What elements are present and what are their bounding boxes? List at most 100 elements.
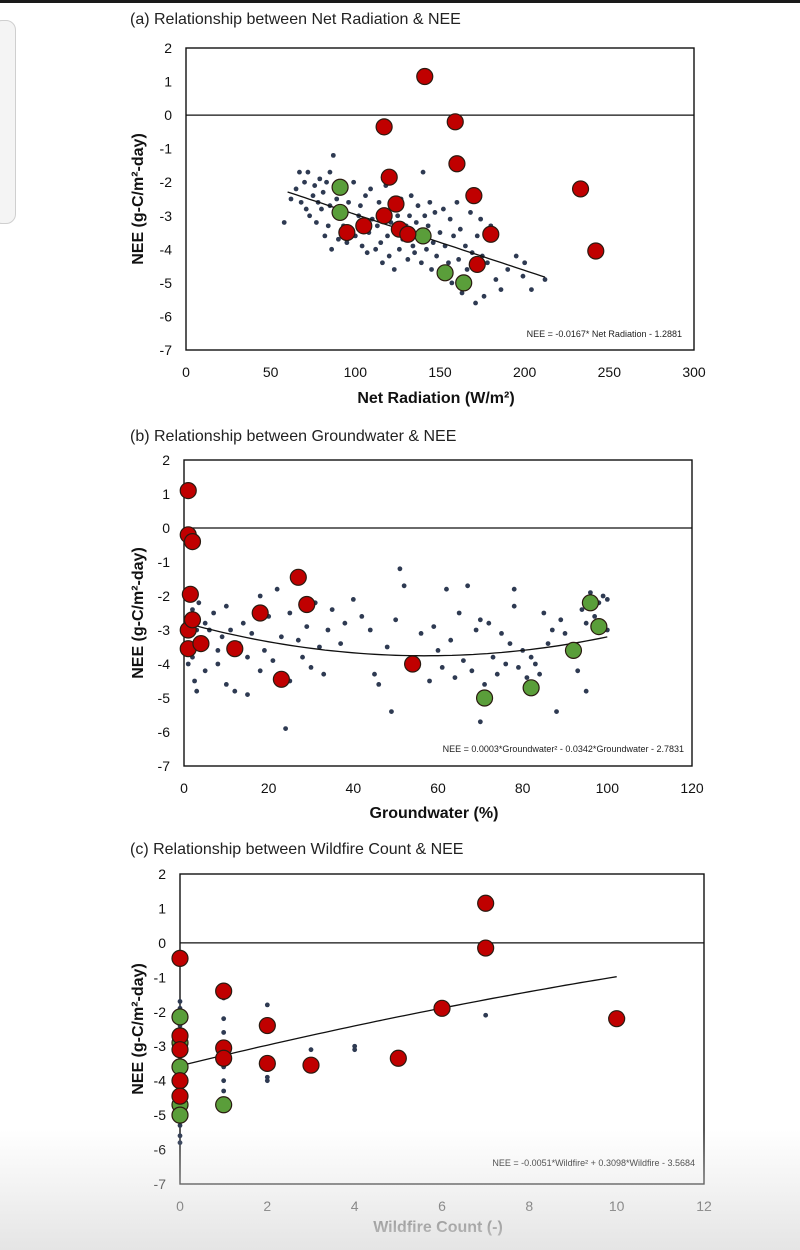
data-point (465, 583, 471, 589)
data-point (516, 665, 521, 670)
red-point (399, 225, 417, 243)
data-point (364, 250, 370, 256)
data-point (447, 216, 453, 222)
data-point (407, 213, 412, 219)
chart-title: (a) Relationship between Net Radiation &… (130, 11, 461, 28)
data-point (415, 203, 421, 209)
y-tick-label: -7 (158, 758, 171, 774)
green-point (436, 264, 454, 282)
data-point (342, 620, 348, 626)
data-point (481, 293, 487, 299)
data-point (604, 597, 610, 602)
fit-line (179, 976, 617, 1067)
data-point (367, 627, 373, 633)
data-point (308, 1047, 314, 1053)
y-tick-label: -4 (160, 241, 173, 257)
data-point (378, 240, 384, 246)
data-point (215, 661, 221, 667)
data-point (401, 583, 407, 589)
x-axis-title: Groundwater (%) (370, 805, 499, 822)
green-point (522, 679, 540, 697)
data-point (380, 260, 385, 266)
x-tick-label: 8 (525, 1198, 533, 1214)
data-point (474, 233, 480, 239)
data-point (494, 671, 500, 677)
y-tick-label: -7 (154, 1176, 167, 1192)
x-tick-label: 10 (609, 1198, 625, 1214)
data-point (293, 186, 299, 192)
y-tick-label: -3 (158, 622, 171, 638)
x-tick-label: 60 (430, 780, 446, 796)
data-point (537, 671, 542, 677)
data-point (368, 186, 373, 192)
red-point (289, 568, 307, 586)
data-point (437, 230, 443, 235)
x-tick-label: 200 (513, 364, 537, 380)
y-tick-label: -1 (158, 554, 171, 570)
x-axis-title: Net Radiation (W/m²) (357, 390, 514, 407)
y-tick-label: -1 (160, 141, 173, 157)
red-point (389, 1049, 407, 1067)
chart-panel-3: (c) Relationship between Wildfire Count … (130, 841, 712, 1236)
data-point (483, 1012, 489, 1018)
x-tick-label: 120 (680, 780, 704, 796)
data-point (444, 586, 449, 592)
data-point (295, 637, 301, 643)
red-point (482, 225, 500, 243)
data-point (325, 223, 331, 229)
y-tick-label: 0 (162, 520, 170, 536)
data-point (228, 627, 233, 633)
data-point (477, 617, 483, 623)
data-point (482, 682, 487, 687)
data-point (524, 675, 530, 680)
data-point (425, 223, 431, 229)
data-point (424, 246, 429, 252)
data-point (185, 661, 191, 667)
data-point (583, 620, 589, 626)
green-point (414, 227, 432, 245)
data-point (257, 593, 263, 599)
data-point (297, 169, 302, 175)
green-point (581, 594, 600, 612)
data-point (446, 260, 451, 266)
x-axis-title: Wildfire Count (-) (373, 1219, 503, 1236)
data-point (262, 648, 267, 653)
data-point (456, 610, 462, 616)
x-tick-label: 100 (344, 364, 368, 380)
chart-title: (c) Relationship between Wildfire Count … (130, 841, 463, 858)
data-point (600, 593, 606, 599)
data-point (324, 179, 329, 185)
y-tick-label: -7 (160, 342, 173, 358)
data-point (245, 654, 250, 660)
data-point (281, 220, 287, 225)
red-point (375, 207, 393, 225)
data-point (373, 246, 379, 252)
data-point (374, 223, 380, 229)
y-tick-label: 1 (158, 900, 166, 916)
data-point (503, 661, 509, 667)
data-point (232, 688, 238, 694)
data-point (395, 213, 401, 219)
data-point (330, 152, 336, 158)
data-point (372, 671, 377, 677)
red-point (468, 255, 486, 274)
data-point (529, 287, 534, 292)
data-point (522, 260, 528, 266)
data-point (302, 179, 307, 185)
red-point (302, 1056, 320, 1074)
red-point (355, 217, 373, 235)
data-point (459, 290, 465, 296)
green-point (331, 178, 349, 196)
green-point (331, 203, 349, 222)
data-point (329, 607, 335, 612)
data-point (288, 196, 294, 202)
side-drawer-handle[interactable] (0, 20, 16, 224)
data-point (452, 675, 458, 680)
data-point (376, 682, 382, 687)
data-point (505, 267, 511, 272)
data-point (202, 668, 208, 674)
y-tick-label: -3 (154, 1038, 167, 1054)
data-point (190, 607, 195, 612)
y-tick-label: -6 (158, 724, 171, 740)
red-point (448, 155, 466, 173)
